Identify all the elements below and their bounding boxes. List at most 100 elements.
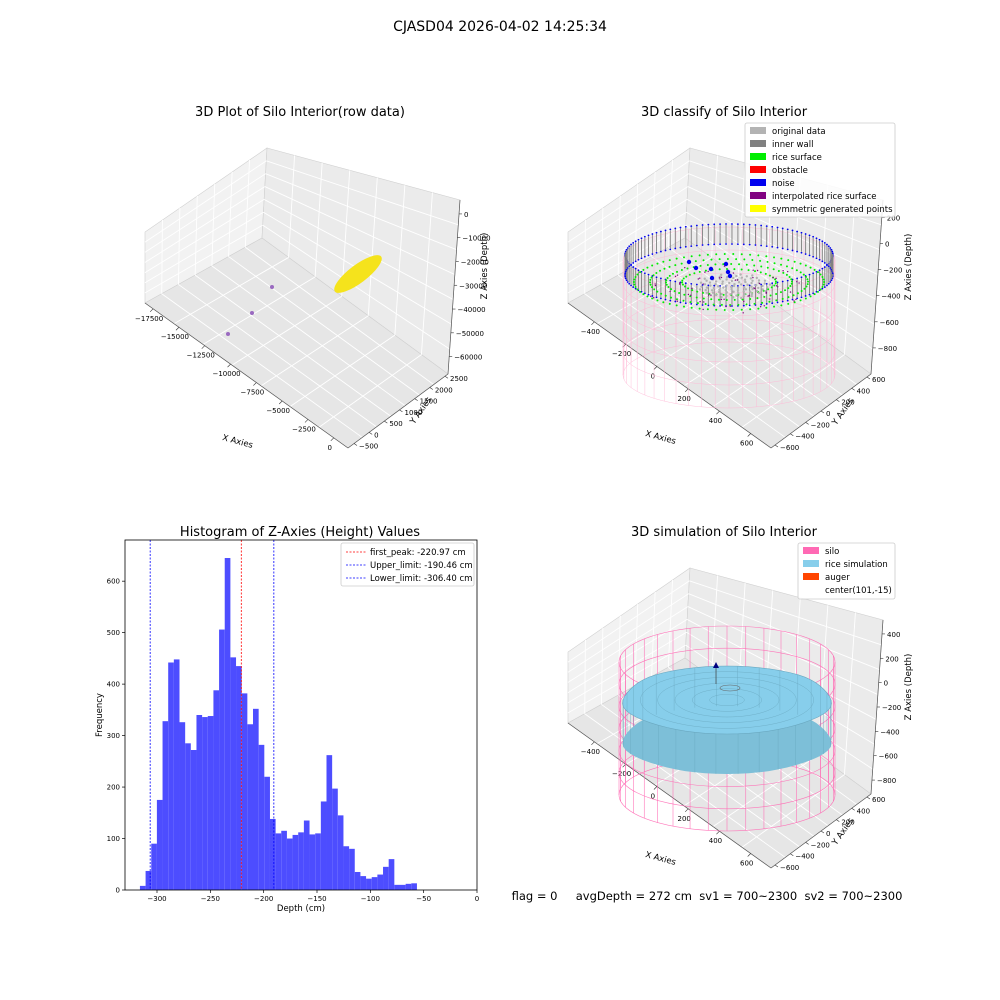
plot-classify-title: 3D classify of Silo Interior <box>641 105 808 120</box>
rice-surface-point <box>799 299 802 302</box>
histogram-bar <box>247 724 253 890</box>
histogram-bar <box>185 743 191 890</box>
gridline <box>584 713 786 858</box>
noise-point <box>632 266 635 268</box>
y-tick-mark <box>444 375 449 379</box>
histogram-bar <box>337 815 344 890</box>
z-tick-label: −50000 <box>456 330 484 338</box>
noise-point <box>821 240 824 243</box>
rice-surface-point <box>767 288 770 291</box>
noise-point <box>624 270 627 273</box>
original-data-point <box>711 291 715 294</box>
rice-surface-point <box>650 276 653 279</box>
original-data-point <box>742 290 745 293</box>
noise-point <box>630 263 632 266</box>
original-data-point <box>725 294 728 298</box>
interpolated-point <box>704 271 706 273</box>
interpolated-point <box>720 276 723 279</box>
interpolated-point <box>703 301 705 303</box>
noise-point <box>719 304 722 307</box>
y-tick-label: 300 <box>107 732 120 740</box>
noise-point <box>742 243 745 246</box>
rice-surface-point <box>805 275 808 278</box>
y-tick-label: −600 <box>780 444 799 452</box>
silo-ring <box>622 318 836 386</box>
y-tick-label: −400 <box>795 853 814 861</box>
rice-surface-point <box>642 293 645 296</box>
histogram-bar <box>224 558 231 890</box>
rice-surface-point <box>639 271 642 274</box>
z-tick-label: −200 <box>883 267 902 275</box>
noise-point <box>719 284 722 287</box>
histogram-bar <box>377 874 384 890</box>
rice-surface-point <box>714 263 717 266</box>
rice-surface-point <box>651 297 654 300</box>
rice-surface-point <box>698 307 701 310</box>
gridline <box>211 183 216 266</box>
noise-point <box>821 287 824 290</box>
noise-point <box>800 296 803 299</box>
original-data-point <box>714 282 717 286</box>
noise-point <box>651 253 654 255</box>
rice-surface-point <box>796 292 799 295</box>
plot-raw-data-ticks: −17500−15000−12500−10000−7500−5000−25000… <box>135 211 490 452</box>
rice-surface-point <box>706 264 709 267</box>
gridline <box>211 265 406 407</box>
rice-surface-point <box>821 285 824 288</box>
rice-surface-point <box>670 288 673 291</box>
histogram-bar <box>269 818 276 890</box>
z-tick-label: 400 <box>887 631 900 639</box>
noise-point <box>643 292 646 295</box>
x-tick-label: 200 <box>677 815 690 823</box>
histogram-bar <box>383 866 389 890</box>
gridline <box>600 207 604 285</box>
y-tick-label: −200 <box>811 421 830 429</box>
original-data-point <box>743 278 747 281</box>
interpolated-point <box>729 305 731 307</box>
x-tick-label: −300 <box>147 895 166 903</box>
x-tick-mark <box>278 400 283 405</box>
noise-point <box>632 262 635 264</box>
x-tick-label: −150 <box>307 895 326 903</box>
x-tick-mark <box>149 308 154 313</box>
original-data-point <box>751 279 754 282</box>
rice-surface-point <box>782 271 785 274</box>
plot-histogram: Histogram of Z-Axies (Height) Values −30… <box>95 525 479 914</box>
rice-surface-point <box>671 272 674 275</box>
noise-point <box>632 242 635 244</box>
noise-point <box>628 245 631 248</box>
noise-point <box>771 282 774 285</box>
interpolated-point <box>795 298 797 301</box>
x-tick-mark <box>653 786 658 790</box>
plot-simulation-ticks: −400−2000200400600−600−400−2000200400600… <box>581 631 901 872</box>
gridline <box>686 199 877 300</box>
noise-point <box>804 233 807 235</box>
rice-surface-point <box>780 263 783 266</box>
original-data-point <box>743 292 746 296</box>
rice-surface-point <box>710 258 713 261</box>
gridline <box>173 257 289 325</box>
histogram-bar <box>292 834 299 890</box>
noise-point <box>690 245 693 248</box>
y-tick-label: −600 <box>780 864 799 872</box>
gridline <box>688 593 880 671</box>
interpolated-point <box>679 282 681 284</box>
rice-surface-point <box>665 283 668 286</box>
noise-point <box>791 249 794 252</box>
rice-surface-point <box>822 283 825 286</box>
gridline <box>567 619 688 693</box>
x-tick-label: −400 <box>581 748 600 756</box>
noise-point <box>684 225 687 228</box>
noise-point <box>659 250 662 253</box>
histogram-bars <box>139 558 417 890</box>
legend-swatch <box>750 205 766 212</box>
interpolated-point <box>702 283 704 285</box>
original-data-point <box>708 281 712 284</box>
histogram-bar <box>207 716 214 890</box>
rice-surface-point <box>712 303 715 306</box>
noise-point <box>748 304 751 307</box>
gridline <box>289 334 396 407</box>
y-tick-mark <box>774 864 779 868</box>
noise-point <box>725 243 727 245</box>
z-tick-label: −20000 <box>461 258 489 266</box>
